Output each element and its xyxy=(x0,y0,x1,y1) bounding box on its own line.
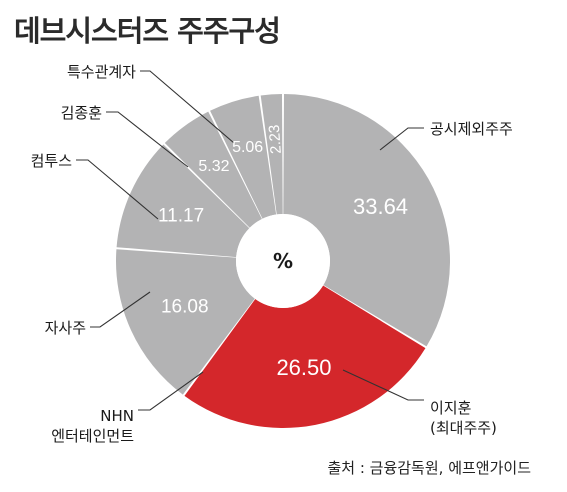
slice-5 xyxy=(164,111,262,228)
category-label-6: 김종훈 xyxy=(61,104,102,122)
slice-7 xyxy=(260,94,283,215)
value-label-1: 33.64 xyxy=(353,194,408,219)
slice-2 xyxy=(184,285,426,429)
category-label-3: NHN 엔터테인먼트 xyxy=(51,407,134,445)
leader-line-1 xyxy=(379,127,424,151)
slice-3 xyxy=(116,249,255,395)
value-label-7: 2.23 xyxy=(266,124,285,154)
category-label-7: 특수관계자 xyxy=(67,63,136,81)
category-label-5: 컴투스 xyxy=(31,152,73,170)
category-label-1: 공시제외주주 xyxy=(430,120,513,138)
value-label-3: 16.08 xyxy=(161,297,209,318)
leader-line-2 xyxy=(342,369,424,401)
value-label-2: 26.50 xyxy=(276,355,331,380)
value-label-6: 5.06 xyxy=(232,139,263,156)
value-label-5: 5.32 xyxy=(198,158,229,175)
slice-1 xyxy=(283,94,450,347)
leader-line-5 xyxy=(76,159,159,220)
source-note: 출처 : 금융감독원, 에프앤가이드 xyxy=(327,459,531,477)
category-label-4: 자사주 xyxy=(45,319,86,337)
leader-line-4 xyxy=(90,291,151,328)
center-label: % xyxy=(273,249,293,273)
category-label-2: 이지훈 (최대주주) xyxy=(430,399,497,437)
chart-title: 데브시스터즈 주주구성 xyxy=(14,14,281,48)
slice-6 xyxy=(210,95,277,219)
leader-line-7 xyxy=(140,70,235,144)
leader-line-3 xyxy=(138,371,204,411)
leader-line-6 xyxy=(106,111,189,168)
slice-4 xyxy=(116,144,250,258)
value-label-4: 11.17 xyxy=(158,205,204,226)
donut-hole xyxy=(236,214,330,308)
